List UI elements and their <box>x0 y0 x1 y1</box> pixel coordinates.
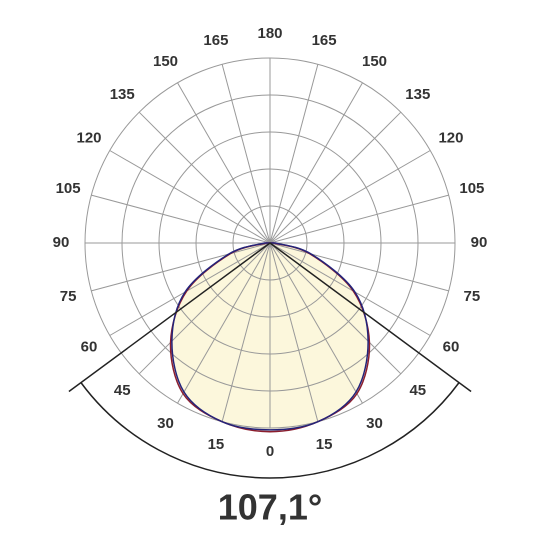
angle-tick-label: 105 <box>459 180 484 197</box>
angle-tick-label: 30 <box>157 415 174 432</box>
angle-tick-label: 150 <box>153 53 178 70</box>
beam-angle-label: 107,1° <box>218 487 322 528</box>
angle-tick-label: 135 <box>110 86 135 103</box>
grid-spoke <box>269 242 363 404</box>
grid-spoke <box>269 82 363 244</box>
intensity-curve <box>169 242 371 433</box>
angle-tick-label: 45 <box>114 382 131 399</box>
grid-spoke <box>269 242 319 422</box>
angle-tick-label: 15 <box>316 436 333 453</box>
grid-spoke <box>91 194 271 244</box>
angle-tick-label: 90 <box>471 234 488 251</box>
angle-tick-label: 0 <box>266 443 274 460</box>
grid-spoke <box>177 82 271 244</box>
angle-tick-label: 120 <box>438 129 463 146</box>
angle-tick-label: 180 <box>257 25 282 42</box>
grid-spoke <box>269 242 431 336</box>
angle-tick-label: 75 <box>464 288 481 305</box>
angle-tick-label: 135 <box>405 86 430 103</box>
grid-spoke <box>269 64 319 244</box>
grid-spoke <box>109 242 271 336</box>
angle-tick-label: 165 <box>203 32 228 49</box>
angle-tick-label: 75 <box>60 288 77 305</box>
grid-spoke <box>109 150 271 244</box>
angle-tick-label: 60 <box>443 338 460 355</box>
grid-spoke <box>269 242 449 292</box>
angle-tick-label: 45 <box>409 382 426 399</box>
angle-tick-label: 90 <box>53 234 70 251</box>
angle-tick-label: 15 <box>208 436 225 453</box>
grid-spoke <box>177 242 271 404</box>
angle-tick-label: 150 <box>362 53 387 70</box>
angle-tick-label: 165 <box>312 32 337 49</box>
grid-spoke <box>221 64 271 244</box>
grid-spoke <box>91 242 271 292</box>
grid-spoke <box>269 194 449 244</box>
angle-tick-label: 105 <box>56 180 81 197</box>
beam-line <box>269 242 472 393</box>
angle-tick-label: 120 <box>76 129 101 146</box>
grid-spoke <box>269 150 431 244</box>
angle-tick-label: 60 <box>81 338 98 355</box>
beam-arc <box>80 382 460 479</box>
grid-spoke <box>138 111 271 244</box>
grid-spoke <box>269 111 402 244</box>
intensity-curve <box>171 242 369 431</box>
beam-line <box>68 242 271 393</box>
grid-spoke <box>138 242 271 375</box>
angle-tick-label: 30 <box>366 415 383 432</box>
grid-spoke <box>269 242 402 375</box>
grid-spoke <box>221 242 271 422</box>
